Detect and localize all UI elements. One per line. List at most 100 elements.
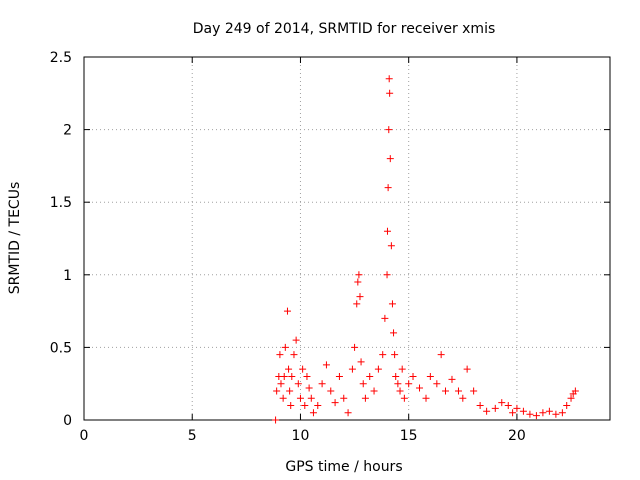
- data-point: [513, 404, 521, 412]
- data-points: [272, 75, 579, 424]
- data-point: [279, 394, 287, 402]
- data-point: [391, 351, 399, 359]
- data-point: [272, 416, 280, 424]
- data-point: [532, 412, 540, 420]
- data-point: [301, 401, 309, 409]
- data-point: [567, 394, 575, 402]
- data-point: [386, 89, 394, 97]
- data-point: [416, 384, 424, 392]
- data-point: [552, 410, 560, 418]
- data-point: [280, 372, 288, 380]
- ticks: 0 5 10 15 20 0 0.5 1 1.5 2 2.5: [50, 50, 610, 444]
- chart-title: Day 249 of 2014, SRMTID for receiver xmi…: [193, 21, 496, 37]
- data-point: [307, 394, 315, 402]
- data-point: [357, 358, 365, 366]
- data-point: [385, 75, 393, 83]
- data-point: [470, 387, 478, 395]
- data-point: [386, 155, 394, 163]
- data-point: [545, 407, 553, 415]
- data-point: [299, 365, 307, 373]
- data-point: [405, 380, 413, 388]
- data-point: [558, 409, 566, 417]
- data-point: [273, 387, 281, 395]
- data-point: [400, 394, 408, 402]
- y-tick-label: 0: [63, 413, 72, 429]
- data-point: [283, 307, 291, 315]
- data-point: [509, 409, 517, 417]
- data-point: [314, 401, 322, 409]
- data-point: [335, 372, 343, 380]
- data-point: [454, 387, 462, 395]
- data-point: [384, 184, 392, 192]
- data-point: [476, 401, 484, 409]
- data-point: [459, 394, 467, 402]
- data-point: [504, 401, 512, 409]
- y-axis-label: SRMTID / TECUs: [7, 182, 23, 295]
- data-point: [355, 271, 363, 279]
- x-tick-label: 20: [508, 428, 526, 444]
- data-point: [539, 409, 547, 417]
- data-point: [379, 351, 387, 359]
- data-point: [353, 300, 361, 308]
- data-point: [281, 343, 289, 351]
- y-tick-label: 2: [63, 123, 72, 139]
- plot-frame: [83, 56, 611, 421]
- data-point: [305, 384, 313, 392]
- data-point: [351, 343, 359, 351]
- data-point: [286, 387, 294, 395]
- data-point: [277, 380, 285, 388]
- data-point: [383, 227, 391, 235]
- data-point: [437, 351, 445, 359]
- data-point: [292, 336, 300, 344]
- data-point: [361, 394, 369, 402]
- data-point: [422, 394, 430, 402]
- data-point: [392, 372, 400, 380]
- data-point: [448, 375, 456, 383]
- x-tick-label: 15: [400, 428, 418, 444]
- data-point: [359, 380, 367, 388]
- data-point: [296, 394, 304, 402]
- y-tick-label: 1: [63, 268, 72, 284]
- data-point: [441, 387, 449, 395]
- data-point: [387, 242, 395, 250]
- x-tick-label: 10: [292, 428, 310, 444]
- data-point: [526, 410, 534, 418]
- data-point: [331, 399, 339, 407]
- data-point: [491, 404, 499, 412]
- data-point: [285, 365, 293, 373]
- data-point: [290, 351, 298, 359]
- data-point: [519, 407, 527, 415]
- data-point: [388, 300, 396, 308]
- data-point: [294, 380, 302, 388]
- data-point: [340, 394, 348, 402]
- data-point: [385, 126, 393, 134]
- x-tick-label: 5: [188, 428, 197, 444]
- data-point: [276, 351, 284, 359]
- data-point: [571, 387, 579, 395]
- data-point: [288, 372, 296, 380]
- data-point: [563, 401, 571, 409]
- data-point: [374, 365, 382, 373]
- data-point: [498, 399, 506, 407]
- data-point: [287, 401, 295, 409]
- data-point: [381, 314, 389, 322]
- data-point: [390, 329, 398, 337]
- data-point: [344, 409, 352, 417]
- data-point: [366, 372, 374, 380]
- data-point: [483, 407, 491, 415]
- y-tick-label: 2.5: [50, 50, 72, 66]
- data-point: [322, 361, 330, 369]
- data-point: [394, 380, 402, 388]
- data-point: [383, 271, 391, 279]
- data-point: [354, 278, 362, 286]
- y-tick-label: 0.5: [50, 340, 72, 356]
- data-point: [463, 365, 471, 373]
- data-point: [409, 372, 417, 380]
- data-point: [426, 372, 434, 380]
- data-point: [370, 387, 378, 395]
- data-point: [348, 365, 356, 373]
- data-point: [433, 380, 441, 388]
- y-tick-label: 1.5: [50, 195, 72, 211]
- grid: [84, 57, 610, 420]
